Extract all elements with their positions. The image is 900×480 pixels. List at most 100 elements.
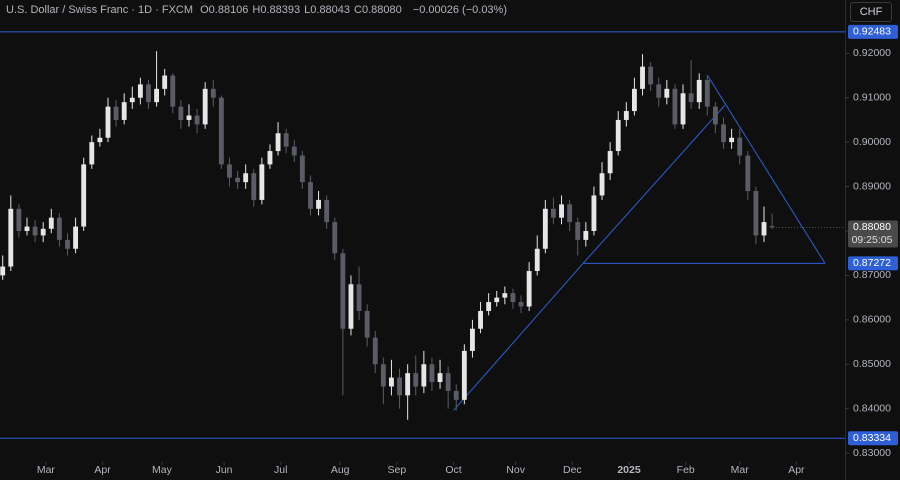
candle-body xyxy=(721,124,726,143)
x-tick-label: Feb xyxy=(677,464,695,476)
candle-body xyxy=(672,88,678,125)
candle-body xyxy=(48,217,54,229)
ohlc-value: 0.88106 xyxy=(208,4,249,16)
candle-body xyxy=(32,226,38,236)
x-tick-label: Aug xyxy=(331,464,350,476)
candle-body xyxy=(575,222,581,240)
candle-body xyxy=(591,195,597,231)
last-price-badge xyxy=(848,220,898,248)
candle-body xyxy=(162,75,168,89)
candle-body xyxy=(389,377,394,387)
candle-body xyxy=(299,155,305,183)
x-tick-label: May xyxy=(152,464,173,476)
currency-button[interactable]: CHF xyxy=(850,2,892,22)
y-tick-label: 0.86000 xyxy=(853,314,891,326)
price-level-badge xyxy=(848,431,898,446)
candle-body xyxy=(567,204,573,223)
candle-body xyxy=(429,364,435,383)
ohlc-key: L xyxy=(304,4,311,16)
candle-body xyxy=(551,208,556,218)
candle-body xyxy=(202,88,208,125)
price-level-label: 0.92483 xyxy=(853,26,891,38)
y-tick-label: 0.87000 xyxy=(853,269,891,281)
candle-body xyxy=(73,226,79,249)
candle-body xyxy=(737,137,743,156)
candle-body xyxy=(510,293,516,303)
candle-body xyxy=(283,133,289,147)
candle-body xyxy=(364,310,370,338)
candle-body xyxy=(753,191,759,236)
candle-body xyxy=(348,284,354,329)
candle-body xyxy=(486,302,492,311)
candle-body xyxy=(251,173,257,200)
candle-body xyxy=(631,88,637,112)
candle-body xyxy=(121,102,127,120)
candle-body xyxy=(502,293,508,298)
candle-body xyxy=(8,208,14,267)
candle-body xyxy=(397,377,402,396)
candle-body xyxy=(559,204,564,218)
candle-body xyxy=(680,93,686,125)
candle-body xyxy=(65,239,70,249)
candle-body xyxy=(712,106,718,125)
candle-body xyxy=(316,199,321,209)
candle-body xyxy=(40,228,46,236)
x-tick-label: Jun xyxy=(216,464,233,476)
candle-body xyxy=(259,164,265,200)
candle-body xyxy=(518,302,524,307)
countdown-label: 09:25:05 xyxy=(852,234,893,246)
y-tick-label: 0.90000 xyxy=(853,136,891,148)
ohlc-value: 0.88080 xyxy=(361,4,402,16)
candle-body xyxy=(227,164,232,178)
symbol-title: U.S. Dollar / Swiss Franc · 1D · FXCM xyxy=(6,4,194,16)
candle-body xyxy=(478,310,483,329)
ohlc-values: O0.88106 H0.88393 L0.88043 C0.88080 xyxy=(200,4,406,16)
candle-body xyxy=(640,66,645,89)
candle-body xyxy=(194,115,200,125)
candle-body xyxy=(178,106,184,120)
y-tick-label: 0.84000 xyxy=(853,402,891,414)
candle-body xyxy=(340,253,346,329)
candle-body xyxy=(154,88,160,103)
candle-body xyxy=(745,155,751,192)
support-label: 0.87272 xyxy=(853,257,891,269)
trendline xyxy=(706,74,826,264)
candle-body xyxy=(372,337,378,365)
candle-body xyxy=(137,84,143,98)
x-tick-label: Sep xyxy=(388,464,407,476)
ohlc-value: 0.88043 xyxy=(310,4,351,16)
y-tick-label: 0.92000 xyxy=(853,47,891,59)
candle-body xyxy=(769,226,775,228)
candle-body xyxy=(0,266,6,276)
x-tick-label: Dec xyxy=(563,464,582,476)
ohlc-key: O xyxy=(200,4,209,16)
candle-body xyxy=(210,88,216,98)
price-level-label: 0.83334 xyxy=(853,432,891,444)
x-tick-label: Mar xyxy=(731,464,750,476)
candle-body xyxy=(648,66,654,85)
ohlc-key: H xyxy=(252,4,261,16)
candle-body xyxy=(607,151,613,174)
candle-body xyxy=(623,111,629,120)
candle-body xyxy=(437,373,443,383)
symbol-legend: U.S. Dollar / Swiss Franc · 1D · FXCM O0… xyxy=(6,4,511,16)
y-tick-label: 0.89000 xyxy=(853,180,891,192)
candle-body xyxy=(729,137,735,143)
trendline xyxy=(582,104,726,264)
y-tick-label: 0.83000 xyxy=(853,447,891,459)
ohlc-value: 0.88393 xyxy=(260,4,301,16)
candle-body xyxy=(583,231,589,240)
candle-body xyxy=(275,133,281,152)
candle-body xyxy=(129,97,135,103)
candle-body xyxy=(105,106,111,138)
y-tick-label: 0.85000 xyxy=(853,358,891,370)
candle-body xyxy=(445,373,451,391)
candle-body xyxy=(704,79,710,107)
x-tick-label: Mar xyxy=(37,464,56,476)
support-badge xyxy=(848,256,898,271)
ohlc-key: C xyxy=(354,4,362,16)
candle-body xyxy=(243,173,249,183)
x-tick-label: 2025 xyxy=(617,464,641,476)
candle-body xyxy=(56,217,62,240)
candle-body xyxy=(324,199,330,223)
